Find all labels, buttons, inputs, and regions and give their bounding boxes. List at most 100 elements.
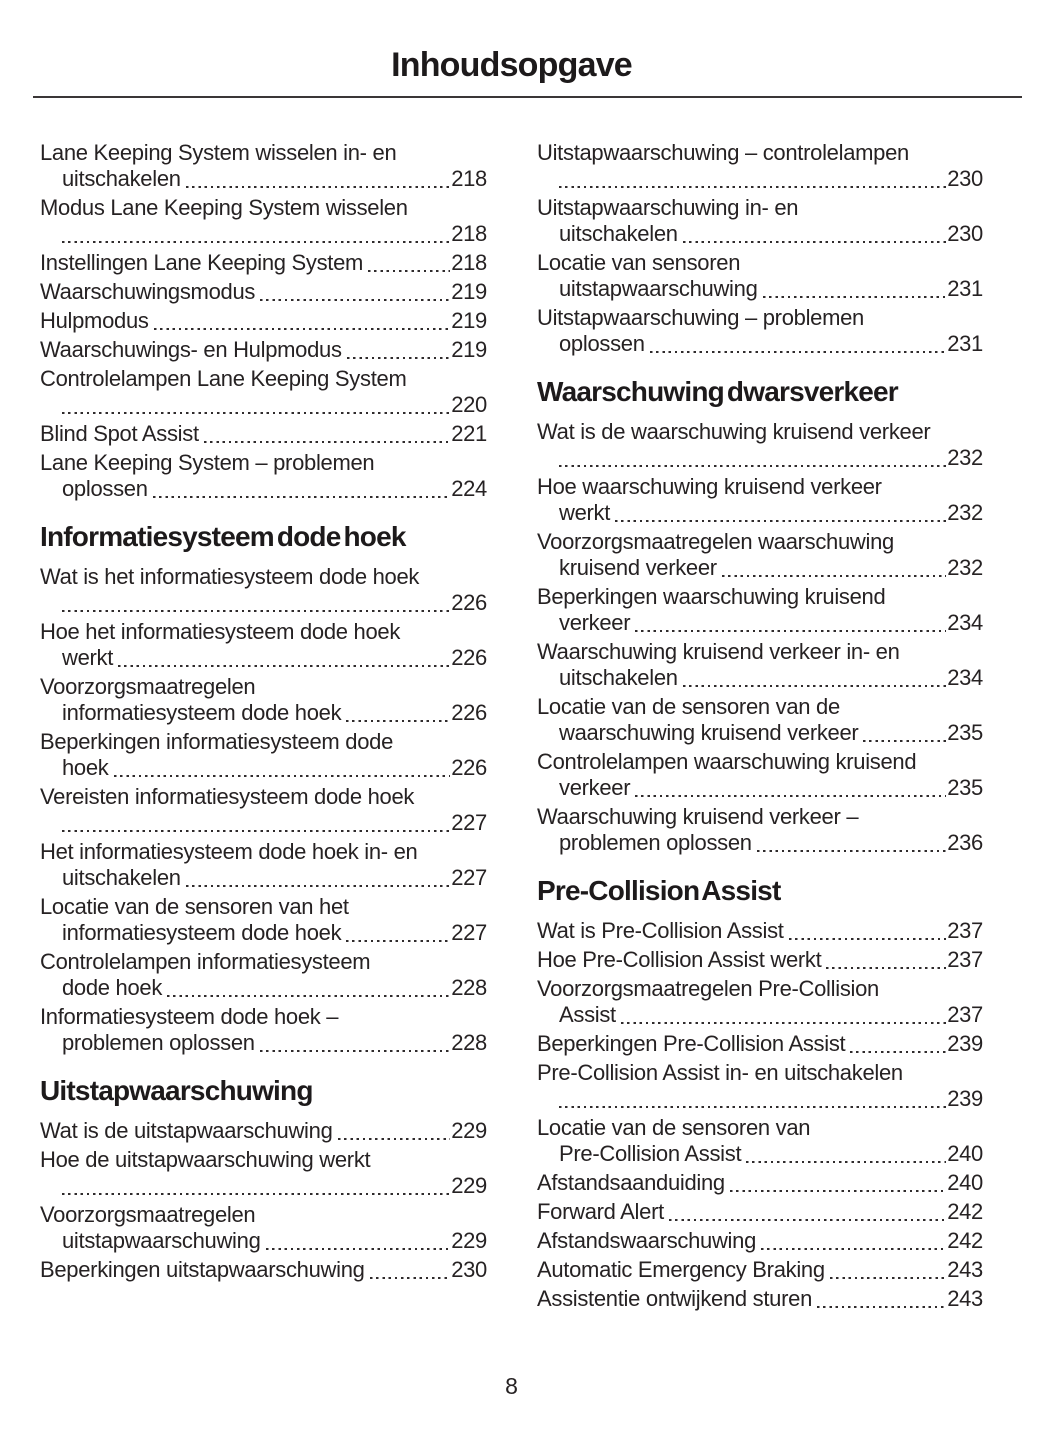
toc-entry: Forward Alert 242: [537, 1199, 983, 1225]
toc-entry-lastline: 229: [40, 1173, 487, 1199]
toc-entry-text: problemen oplossen: [62, 1030, 255, 1055]
leader-dots: [761, 1247, 947, 1250]
leader-dots: [746, 1160, 947, 1163]
toc-entry-lastline: Beperkingen uitstapwaarschuwing 230: [40, 1257, 487, 1283]
leader-dots: [615, 519, 947, 522]
toc-entry-lastline: verkeer 234: [537, 610, 983, 636]
leader-dots: [153, 327, 451, 330]
toc-entry-lastline: 232: [537, 445, 983, 471]
toc-entry-text: Hulpmodus: [40, 308, 149, 333]
toc-page-number: 234: [947, 610, 983, 635]
toc-entry: Hulpmodus 219: [40, 308, 487, 334]
toc-page-number: 229: [451, 1228, 487, 1253]
toc-page-number: 237: [947, 1002, 983, 1027]
section-header: Waarschuwing dwarsverkeer: [537, 376, 899, 407]
toc-entry: Locatie van de sensoren van het informati…: [40, 894, 487, 946]
toc-page-number: 243: [947, 1286, 983, 1311]
leader-dots: [369, 1276, 451, 1279]
toc-entry-text: Beperkingen uitstapwaarschuwing: [40, 1257, 365, 1282]
toc-page-number: 231: [947, 276, 983, 301]
toc-entry-lastline: Afstandswaarschuwing 242: [537, 1228, 983, 1254]
toc-entry-text: informatiesysteem dode hoek: [62, 920, 342, 945]
toc-entry-text: Wat is de uitstapwaarschuwing: [40, 1118, 333, 1143]
toc-entry-text: uitschakelen: [62, 166, 181, 191]
toc-entry: Hoe het informatiesysteem dode hoek werkt…: [40, 619, 487, 671]
toc-entry-lastline: Forward Alert 242: [537, 1199, 983, 1225]
toc-entry-text: Locatie van de sensoren van de: [537, 694, 840, 719]
toc-entry-lastline: 230: [537, 166, 983, 192]
leader-dots: [649, 350, 947, 353]
toc-entry-lastline: uitschakelen 227: [40, 865, 487, 891]
toc-entry-text: werkt: [62, 645, 114, 670]
toc-entry-lastline: uitschakelen 230: [537, 221, 983, 247]
toc-page-number: 237: [947, 918, 983, 943]
toc-entry-text: Waarschuwings- en Hulpmodus: [40, 337, 342, 362]
toc-entry-text: Uitstapwaarschuwing – problemen: [537, 305, 864, 330]
toc-entry-lastline: 218: [40, 221, 487, 247]
toc-entry-text: waarschuwing kruisend verkeer: [559, 720, 859, 745]
toc-entry: Hoe Pre-Collision Assist werkt 237: [537, 947, 983, 973]
toc-page-number: 218: [451, 166, 487, 191]
toc-page-number: 229: [451, 1173, 487, 1198]
toc-page-number: 232: [947, 445, 983, 470]
toc-entry: Beperkingen Pre-Collision Assist 239: [537, 1031, 983, 1057]
toc-entry-lastline: Assist 237: [537, 1002, 983, 1028]
toc-column-right: Uitstapwaarschuwing – controlelampen 230 U…: [537, 140, 983, 1315]
toc-entry-text: Automatic Emergency Braking: [537, 1257, 825, 1282]
toc-page-number: 226: [451, 590, 487, 615]
toc-entry-lastline: uitstapwaarschuwing 231: [537, 276, 983, 302]
leader-dots: [346, 939, 451, 942]
toc-entry-text: Assistentie ontwijkend sturen: [537, 1286, 813, 1311]
toc-page-number: 220: [451, 392, 487, 417]
toc-entry-text: Vereisten informatiesysteem dode hoek: [40, 784, 415, 809]
toc-entry: Vereisten informatiesysteem dode hoek 227: [40, 784, 487, 836]
toc-entry-text: Waarschuwing kruisend verkeer –: [537, 804, 859, 829]
toc-entry-text: Controlelampen Lane Keeping System: [40, 366, 407, 391]
toc-entry-text: Waarschuwingsmodus: [40, 279, 256, 304]
toc-page-number: 227: [451, 920, 487, 945]
toc-page-number: 227: [451, 865, 487, 890]
toc-entry: Wat is het informatiesysteem dode hoek 22…: [40, 564, 487, 616]
toc-entry: Voorzorgsmaatregelen waarschuwing kruisen…: [537, 529, 983, 581]
toc-page-number: 237: [947, 947, 983, 972]
toc-page-number: 240: [947, 1141, 983, 1166]
leader-dots: [682, 240, 947, 243]
leader-dots: [265, 1247, 451, 1250]
toc-entry-text: Beperkingen informatiesysteem dode: [40, 729, 394, 754]
toc-entry-text: Pre-Collision Assist in- en uitschakelen: [537, 1060, 903, 1085]
toc-entry-text: Instellingen Lane Keeping System: [40, 250, 364, 275]
toc-entry: Lane Keeping System wisselen in- en uitsc…: [40, 140, 487, 192]
toc-page-number: 240: [947, 1170, 983, 1195]
toc-page-number: 242: [947, 1228, 983, 1253]
leader-dots: [850, 1050, 947, 1053]
toc-columns: Lane Keeping System wisselen in- en uitsc…: [40, 140, 983, 1315]
toc-entry-text: Locatie van de sensoren van het: [40, 894, 349, 919]
toc-entry-lastline: dode hoek 228: [40, 975, 487, 1001]
toc-page-number: 235: [947, 720, 983, 745]
toc-entry-lastline: Waarschuwingsmodus 219: [40, 279, 487, 305]
toc-entry-text: informatiesysteem dode hoek: [62, 700, 342, 725]
leader-dots: [259, 1049, 451, 1052]
toc-page-number: 219: [451, 337, 487, 362]
toc-page-number: 230: [947, 221, 983, 246]
toc-entry-text: Waarschuwing kruisend verkeer in- en: [537, 639, 900, 664]
toc-entry: Voorzorgsmaatregelen Pre-Collision Assist…: [537, 976, 983, 1028]
toc-entry-text: Voorzorgsmaatregelen Pre-Collision: [537, 976, 879, 1001]
toc-entry-text: kruisend verkeer: [559, 555, 717, 580]
leader-dots: [635, 629, 947, 632]
toc-entry-text: Hoe het informatiesysteem dode hoek: [40, 619, 401, 644]
leader-dots: [368, 269, 451, 272]
toc-entry-text: verkeer: [559, 775, 631, 800]
toc-entry-lastline: Wat is Pre-Collision Assist 237: [537, 918, 983, 944]
leader-dots: [62, 609, 451, 612]
toc-page-number: 239: [947, 1031, 983, 1056]
toc-entry-lastline: Beperkingen Pre-Collision Assist 239: [537, 1031, 983, 1057]
leader-dots: [620, 1021, 947, 1024]
section-header: Pre-Collision Assist: [537, 875, 781, 906]
leader-dots: [185, 185, 451, 188]
toc-entry-text: Hoe waarschuwing kruisend verkeer: [537, 474, 882, 499]
toc-entry: Uitstapwaarschuwing – problemen oplossen 2…: [537, 305, 983, 357]
toc-page-number: 231: [947, 331, 983, 356]
toc-entry-lastline: Instellingen Lane Keeping System 218: [40, 250, 487, 276]
